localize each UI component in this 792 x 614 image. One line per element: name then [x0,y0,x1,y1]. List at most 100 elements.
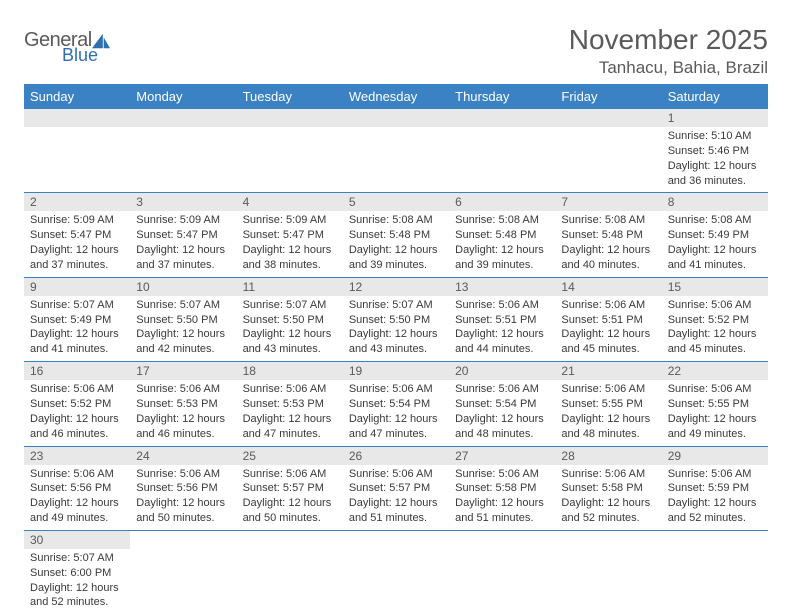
daylight-text: Daylight: 12 hours [243,327,337,342]
day-number: 11 [237,278,343,296]
day-number: 7 [555,193,661,211]
calendar-cell [130,530,236,614]
calendar-cell: 13Sunrise: 5:06 AMSunset: 5:51 PMDayligh… [449,277,555,361]
day-details: Sunrise: 5:06 AMSunset: 5:55 PMDaylight:… [662,380,768,445]
day-number-empty [130,109,236,127]
sunset-text: Sunset: 5:55 PM [561,397,655,412]
daylight-text: and 49 minutes. [668,427,762,442]
daylight-text: Daylight: 12 hours [136,327,230,342]
title-block: November 2025 Tanhacu, Bahia, Brazil [569,24,768,78]
header: General Blue November 2025 Tanhacu, Bahi… [24,24,768,78]
day-number: 9 [24,278,130,296]
day-number-empty [237,109,343,127]
calendar-row: 16Sunrise: 5:06 AMSunset: 5:52 PMDayligh… [24,362,768,446]
sunrise-text: Sunrise: 5:06 AM [136,467,230,482]
daylight-text: Daylight: 12 hours [668,243,762,258]
daylight-text: and 44 minutes. [455,342,549,357]
sunrise-text: Sunrise: 5:06 AM [243,382,337,397]
daylight-text: Daylight: 12 hours [561,412,655,427]
day-details: Sunrise: 5:06 AMSunset: 5:57 PMDaylight:… [343,465,449,530]
calendar-cell: 29Sunrise: 5:06 AMSunset: 5:59 PMDayligh… [662,446,768,530]
sunrise-text: Sunrise: 5:08 AM [561,213,655,228]
sunset-text: Sunset: 5:52 PM [30,397,124,412]
day-number: 21 [555,362,661,380]
day-details: Sunrise: 5:06 AMSunset: 5:53 PMDaylight:… [130,380,236,445]
calendar-cell: 23Sunrise: 5:06 AMSunset: 5:56 PMDayligh… [24,446,130,530]
day-details: Sunrise: 5:08 AMSunset: 5:48 PMDaylight:… [343,211,449,276]
day-number: 26 [343,447,449,465]
sunset-text: Sunset: 5:51 PM [455,313,549,328]
calendar-row: 9Sunrise: 5:07 AMSunset: 5:49 PMDaylight… [24,277,768,361]
day-number: 29 [662,447,768,465]
logo-text: General Blue [24,30,112,64]
day-number: 22 [662,362,768,380]
sunrise-text: Sunrise: 5:08 AM [349,213,443,228]
calendar-cell: 14Sunrise: 5:06 AMSunset: 5:51 PMDayligh… [555,277,661,361]
day-details: Sunrise: 5:06 AMSunset: 5:57 PMDaylight:… [237,465,343,530]
calendar-cell: 5Sunrise: 5:08 AMSunset: 5:48 PMDaylight… [343,193,449,277]
sunset-text: Sunset: 5:48 PM [349,228,443,243]
day-number-empty [24,109,130,127]
day-details: Sunrise: 5:06 AMSunset: 5:54 PMDaylight:… [343,380,449,445]
day-details: Sunrise: 5:07 AMSunset: 6:00 PMDaylight:… [24,549,130,614]
day-header: Tuesday [237,84,343,109]
calendar-cell [343,109,449,193]
daylight-text: Daylight: 12 hours [243,243,337,258]
daylight-text: Daylight: 12 hours [136,243,230,258]
day-details: Sunrise: 5:08 AMSunset: 5:48 PMDaylight:… [449,211,555,276]
sunrise-text: Sunrise: 5:06 AM [668,467,762,482]
daylight-text: and 41 minutes. [668,258,762,273]
day-details: Sunrise: 5:07 AMSunset: 5:49 PMDaylight:… [24,296,130,361]
daylight-text: and 52 minutes. [668,511,762,526]
calendar-cell: 4Sunrise: 5:09 AMSunset: 5:47 PMDaylight… [237,193,343,277]
calendar-cell: 3Sunrise: 5:09 AMSunset: 5:47 PMDaylight… [130,193,236,277]
calendar-cell [449,530,555,614]
sunset-text: Sunset: 5:49 PM [30,313,124,328]
daylight-text: Daylight: 12 hours [668,327,762,342]
calendar-cell: 24Sunrise: 5:06 AMSunset: 5:56 PMDayligh… [130,446,236,530]
day-number: 28 [555,447,661,465]
calendar-row: 1Sunrise: 5:10 AMSunset: 5:46 PMDaylight… [24,109,768,193]
sunrise-text: Sunrise: 5:07 AM [30,551,124,566]
daylight-text: and 46 minutes. [136,427,230,442]
daylight-text: Daylight: 12 hours [349,327,443,342]
calendar-cell: 27Sunrise: 5:06 AMSunset: 5:58 PMDayligh… [449,446,555,530]
daylight-text: Daylight: 12 hours [668,412,762,427]
sunrise-text: Sunrise: 5:06 AM [455,467,549,482]
day-header: Saturday [662,84,768,109]
day-details: Sunrise: 5:06 AMSunset: 5:54 PMDaylight:… [449,380,555,445]
calendar-cell: 18Sunrise: 5:06 AMSunset: 5:53 PMDayligh… [237,362,343,446]
day-header: Sunday [24,84,130,109]
day-details: Sunrise: 5:06 AMSunset: 5:52 PMDaylight:… [662,296,768,361]
sunset-text: Sunset: 5:50 PM [136,313,230,328]
daylight-text: Daylight: 12 hours [30,243,124,258]
sunset-text: Sunset: 5:50 PM [243,313,337,328]
daylight-text: and 45 minutes. [561,342,655,357]
daylight-text: and 51 minutes. [349,511,443,526]
calendar-cell: 12Sunrise: 5:07 AMSunset: 5:50 PMDayligh… [343,277,449,361]
day-details: Sunrise: 5:06 AMSunset: 5:52 PMDaylight:… [24,380,130,445]
daylight-text: and 50 minutes. [243,511,337,526]
sunset-text: Sunset: 5:57 PM [349,481,443,496]
day-header: Monday [130,84,236,109]
calendar-cell [449,109,555,193]
daylight-text: and 48 minutes. [561,427,655,442]
daylight-text: and 38 minutes. [243,258,337,273]
day-details: Sunrise: 5:06 AMSunset: 5:56 PMDaylight:… [130,465,236,530]
calendar-cell: 20Sunrise: 5:06 AMSunset: 5:54 PMDayligh… [449,362,555,446]
sunrise-text: Sunrise: 5:06 AM [30,382,124,397]
daylight-text: Daylight: 12 hours [243,496,337,511]
sunrise-text: Sunrise: 5:06 AM [349,467,443,482]
day-number-empty [449,109,555,127]
calendar-cell: 19Sunrise: 5:06 AMSunset: 5:54 PMDayligh… [343,362,449,446]
sunset-text: Sunset: 5:54 PM [455,397,549,412]
day-details: Sunrise: 5:07 AMSunset: 5:50 PMDaylight:… [343,296,449,361]
day-number-empty [555,109,661,127]
day-number: 30 [24,531,130,549]
day-details: Sunrise: 5:07 AMSunset: 5:50 PMDaylight:… [130,296,236,361]
daylight-text: and 37 minutes. [136,258,230,273]
daylight-text: and 39 minutes. [455,258,549,273]
calendar-row: 2Sunrise: 5:09 AMSunset: 5:47 PMDaylight… [24,193,768,277]
calendar-body: 1Sunrise: 5:10 AMSunset: 5:46 PMDaylight… [24,109,768,614]
sunset-text: Sunset: 5:46 PM [668,144,762,159]
